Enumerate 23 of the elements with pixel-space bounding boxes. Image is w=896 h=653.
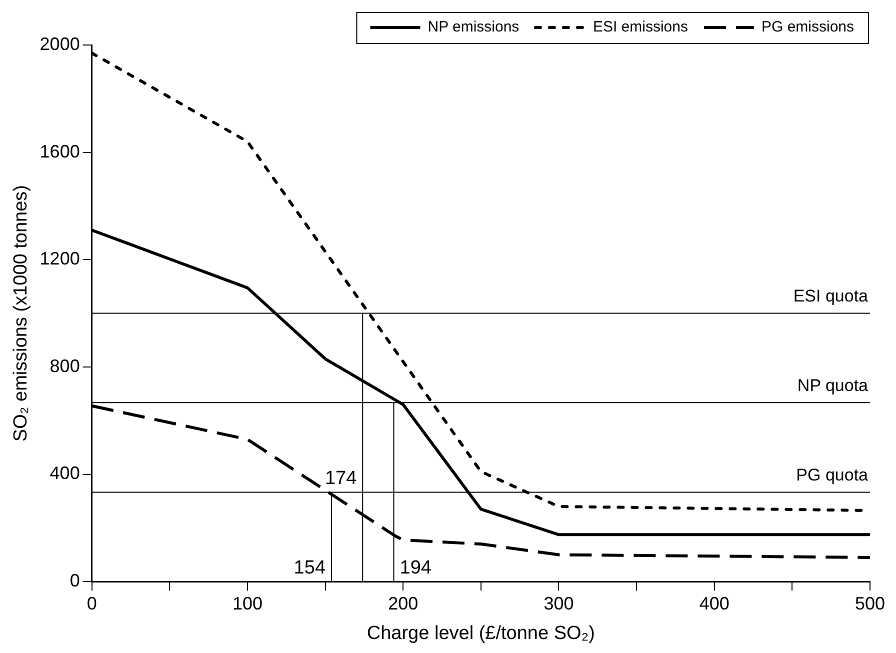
annotation: 154 bbox=[294, 557, 326, 578]
y-tick-label: 1200 bbox=[40, 248, 80, 269]
ref-line-label: PG quota bbox=[796, 465, 869, 484]
legend-label: NP emissions bbox=[428, 18, 520, 36]
y-tick-label: 0 bbox=[70, 570, 80, 591]
annotation: 174 bbox=[324, 468, 358, 489]
x-tick-label: 0 bbox=[86, 593, 97, 614]
x-tick-label: 400 bbox=[699, 593, 730, 614]
x-tick-label: 300 bbox=[544, 593, 574, 614]
x-axis-title: Charge level (£/tonne SO₂) bbox=[366, 622, 595, 644]
x-tick-label: 500 bbox=[854, 593, 886, 614]
ref-line-label: NP quota bbox=[797, 376, 869, 395]
x-tick-label: 100 bbox=[232, 593, 262, 614]
legend-label: ESI emissions bbox=[592, 18, 688, 36]
y-tick-label: 400 bbox=[50, 463, 80, 484]
legend-label: PG emissions bbox=[761, 18, 854, 36]
y-tick-label: 2000 bbox=[40, 34, 80, 54]
annotation: 194 bbox=[400, 557, 432, 578]
y-axis-title: SO₂ emissions (x1000 tonnes) bbox=[10, 184, 32, 442]
y-tick-label: 800 bbox=[50, 356, 80, 376]
y-tick-label: 1600 bbox=[40, 141, 80, 162]
x-tick-label: 200 bbox=[388, 593, 418, 614]
ref-line-label: ESI quota bbox=[793, 286, 869, 306]
